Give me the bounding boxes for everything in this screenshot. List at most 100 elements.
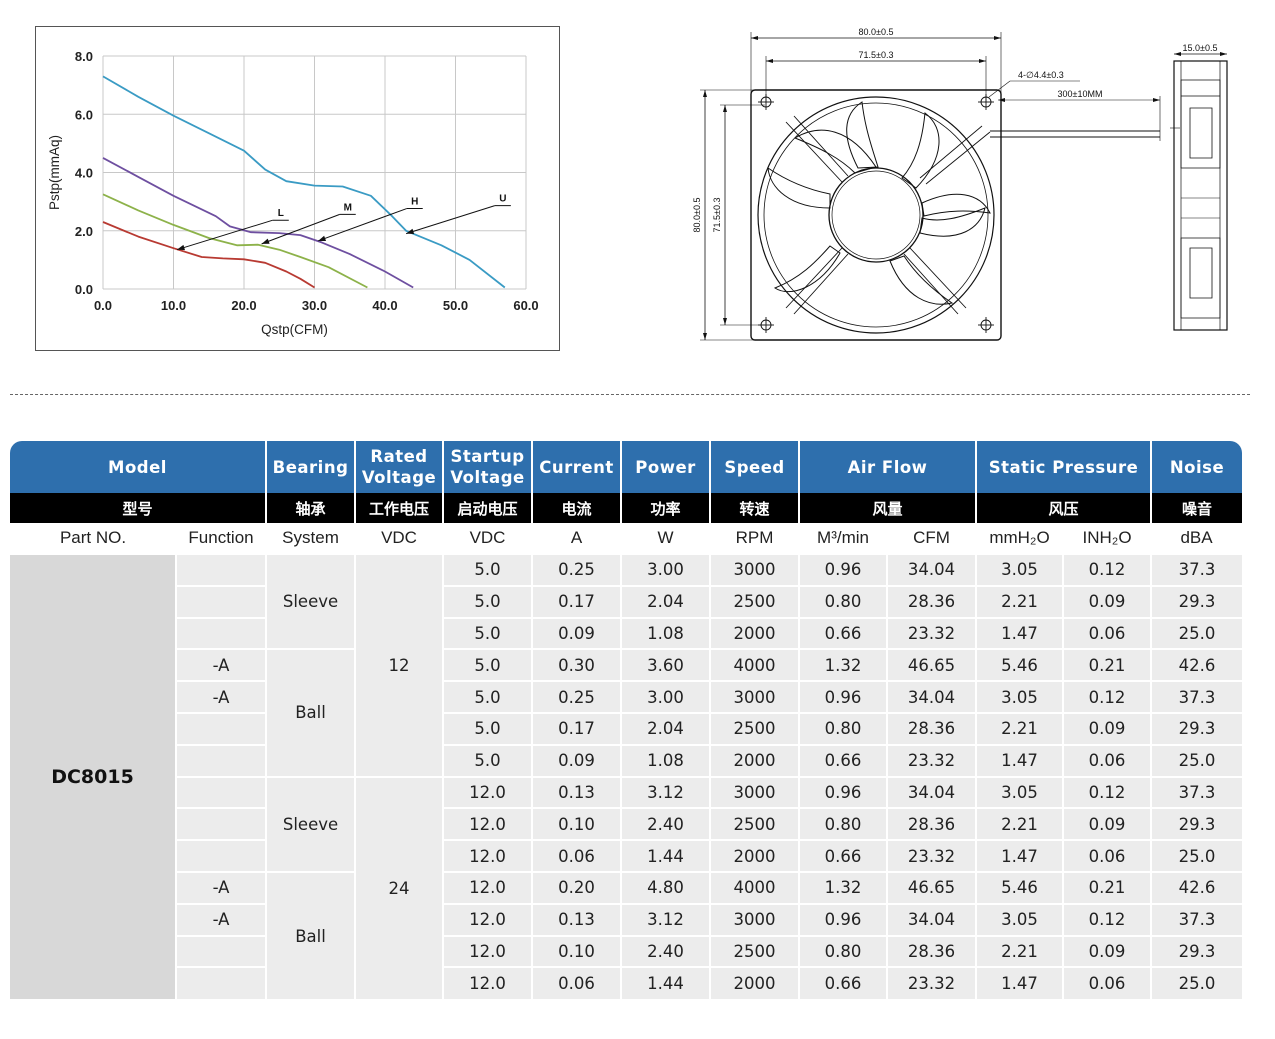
dba-cell: 37.3: [1151, 902, 1243, 936]
inch-cell: 0.06: [1063, 839, 1153, 872]
inch-cell: 0.06: [1063, 966, 1153, 1000]
series-line-H: [102, 157, 414, 289]
x-tick-label: 60.0: [513, 298, 538, 313]
series-line-M: [102, 193, 368, 289]
function-cell: [176, 584, 268, 618]
m3-cell: 0.96: [799, 680, 889, 713]
dba-cell: 37.3: [1151, 680, 1243, 713]
table-row: -A Ball 12.0 0.20 4.80 4000 1.32 46.65 5.46 0.21 4…: [10, 870, 1243, 1000]
current-cell: 0.06: [532, 839, 623, 872]
function-cell: [176, 966, 268, 1000]
callout-arrow-M: [261, 238, 270, 244]
current-cell: 0.17: [532, 711, 623, 745]
speed-cell: 2000: [710, 616, 801, 650]
unit-airflow-m3: M³/min: [799, 523, 888, 554]
dim-outer-width: 80.0±0.5: [859, 27, 894, 37]
cfm-cell: 28.36: [887, 934, 978, 968]
bearing-cell: Ball: [266, 648, 357, 777]
header-bearing: Bearing: [266, 441, 357, 493]
dba-cell: 29.3: [1151, 711, 1243, 745]
inch-cell: 0.12: [1063, 680, 1153, 713]
pq-chart-svg: 0.0 10.0 20.0 30.0 40.0 50.0 60.0 0.0 2.0 4.0 6.0 8…: [47, 49, 539, 337]
function-cell: [176, 775, 268, 809]
table-row: 12.0 0.10 2.40 2500 0.80 28.36 2.21 0.09 29.3: [10, 807, 1243, 841]
header-noise: Noise: [1151, 441, 1243, 493]
table-row: 12.0 0.10 2.40 2500 0.80 28.36 2.21 0.09 29.3: [10, 934, 1243, 968]
x-tick-label: 40.0: [372, 298, 397, 313]
power-cell: 3.00: [621, 680, 712, 713]
speed-cell: 3000: [710, 775, 801, 809]
startup-cell: 12.0: [443, 902, 534, 936]
dba-cell: 29.3: [1151, 807, 1243, 841]
startup-cell: 5.0: [443, 711, 534, 745]
m3-cell: 0.80: [799, 584, 889, 618]
unit-function: Function: [176, 523, 267, 554]
units-row: Part NO. Function System VDC VDC A W RPM…: [10, 523, 1243, 554]
dba-cell: 42.6: [1151, 870, 1243, 904]
speed-cell: 3000: [710, 553, 801, 586]
series-line-U: [102, 75, 506, 289]
callout-leader-U: [405, 205, 496, 235]
function-cell: -A: [176, 648, 268, 682]
dim-side-outer: 80.0±0.5: [692, 198, 702, 233]
x-axis-label: Qstp(CFM): [261, 322, 328, 337]
callout-arrow-L: [177, 244, 186, 251]
speed-cell: 2000: [710, 966, 801, 1000]
pq-chart: 0.0 10.0 20.0 30.0 40.0 50.0 60.0 0.0 2.0 4.0 6.0 8…: [35, 26, 560, 351]
speed-cell: 2500: [710, 807, 801, 841]
m3-cell: 0.80: [799, 934, 889, 968]
header-cn-airflow: 风量: [799, 493, 978, 523]
cfm-cell: 23.32: [887, 966, 978, 1000]
current-cell: 0.09: [532, 743, 623, 777]
function-cell: -A: [176, 680, 268, 713]
header-cn-model: 型号: [10, 493, 268, 523]
inch-cell: 0.21: [1063, 870, 1153, 904]
mm-cell: 3.05: [976, 680, 1065, 713]
inch-cell: 0.06: [1063, 743, 1153, 777]
dimension-drawing: 80.0±0.5 71.5±0.3 80.0±0.5 71.5±0.3: [690, 18, 1250, 358]
table-row: Sleeve 24 12.0 0.13 3.12 3000 0.96 34.04 3.05 0.1…: [10, 775, 1243, 1000]
header-current: Current: [532, 441, 623, 493]
startup-cell: 12.0: [443, 966, 534, 1000]
dim-lead-length: 300±10MM: [1058, 89, 1103, 99]
header-cn-current: 电流: [532, 493, 623, 523]
cfm-cell: 23.32: [887, 839, 978, 872]
dba-cell: 37.3: [1151, 553, 1243, 586]
current-cell: 0.10: [532, 934, 623, 968]
inch-cell: 0.09: [1063, 807, 1153, 841]
current-cell: 0.06: [532, 966, 623, 1000]
speed-cell: 2000: [710, 743, 801, 777]
x-tick-label: 20.0: [231, 298, 256, 313]
header-rated-voltage: Rated Voltage: [355, 441, 445, 493]
startup-cell: 5.0: [443, 680, 534, 713]
header-speed: Speed: [710, 441, 801, 493]
m3-cell: 1.32: [799, 870, 889, 904]
startup-cell: 5.0: [443, 743, 534, 777]
x-tick-label: 50.0: [443, 298, 468, 313]
y-tick-label: 4.0: [75, 166, 93, 181]
mm-cell: 2.21: [976, 711, 1065, 745]
cfm-cell: 28.36: [887, 584, 978, 618]
startup-cell: 5.0: [443, 648, 534, 682]
mm-cell: 3.05: [976, 553, 1065, 586]
inch-cell: 0.12: [1063, 775, 1153, 809]
function-cell: -A: [176, 870, 268, 904]
mm-cell: 2.21: [976, 807, 1065, 841]
x-tick-label: 0.0: [94, 298, 112, 313]
dba-cell: 29.3: [1151, 934, 1243, 968]
callout-leader-L: [176, 219, 273, 251]
startup-cell: 12.0: [443, 775, 534, 809]
function-cell: [176, 743, 268, 777]
series-label-U: U: [499, 194, 506, 205]
current-cell: 0.30: [532, 648, 623, 682]
dba-cell: 25.0: [1151, 616, 1243, 650]
inch-cell: 0.12: [1063, 902, 1153, 936]
function-cell: [176, 553, 268, 586]
table-row: -A Ball 5.0 0.30 3.60 4000 1.32 46.65 5.46 0.21 42…: [10, 648, 1243, 777]
dba-cell: 37.3: [1151, 775, 1243, 809]
unit-rated-vdc: VDC: [355, 523, 444, 554]
header-cn-pressure: 风压: [976, 493, 1153, 523]
callout-leader-H: [317, 208, 407, 242]
power-cell: 1.44: [621, 839, 712, 872]
speed-cell: 2500: [710, 934, 801, 968]
